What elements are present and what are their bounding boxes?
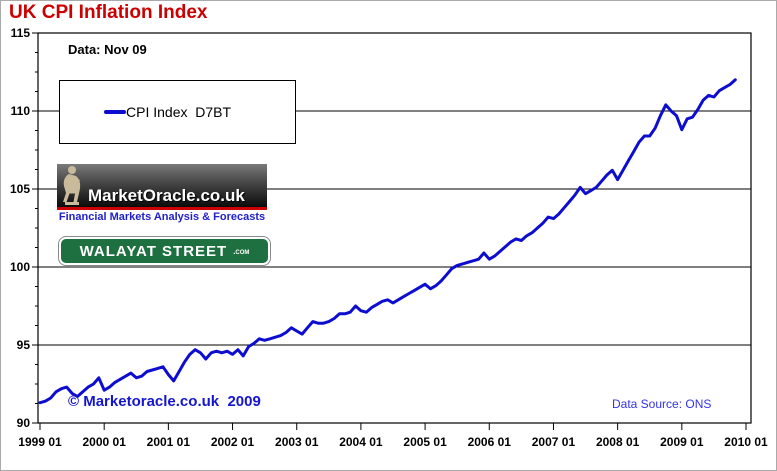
x-tick-label: 2009 01 [660, 435, 704, 449]
data-source-label: Data Source: ONS [612, 397, 712, 411]
marketoracle-logo: MarketOracle.co.uk Financial Markets Ana… [57, 164, 267, 225]
data-asof-label: Data: Nov 09 [68, 42, 147, 57]
walayat-street-sign: WALAYAT STREET .com [58, 236, 271, 266]
walayat-street-text: WALAYAT STREET [79, 242, 228, 260]
x-tick-label: 2007 01 [532, 435, 576, 449]
cpi-series-line [38, 78, 737, 405]
walayat-street-com-suffix: .com [233, 246, 250, 256]
x-tick-label: 2010 01 [724, 435, 768, 449]
marketoracle-wordmark: MarketOracle.co.uk [88, 186, 245, 205]
x-tick-label: 2000 01 [82, 435, 126, 449]
x-tick-label: 1999 01 [18, 435, 62, 449]
x-tick-label: 2005 01 [403, 435, 447, 449]
x-tick-label: 2003 01 [275, 435, 319, 449]
x-tick-label: 2002 01 [211, 435, 255, 449]
marketoracle-tagline: Financial Markets Analysis & Forecasts [58, 211, 266, 223]
x-tick-label: 2008 01 [596, 435, 640, 449]
x-tick-label: 2001 01 [147, 435, 191, 449]
marketoracle-statue-icon [59, 165, 89, 207]
x-tick-label: 2006 01 [468, 435, 512, 449]
marketoracle-banner: MarketOracle.co.uk [57, 164, 267, 207]
legend-series-label: CPI Index D7BT [126, 104, 232, 120]
page-title: UK CPI Inflation Index [9, 2, 208, 23]
y-tick-label: 115 [11, 26, 31, 40]
legend: CPI Index D7BT [59, 80, 296, 144]
copyright-watermark: © Marketoracle.co.uk 2009 [68, 393, 261, 410]
x-tick-label: 2004 01 [339, 435, 383, 449]
marketoracle-red-stripe [57, 207, 267, 210]
y-tick-label: 100 [10, 260, 30, 274]
y-tick-label: 90 [17, 416, 31, 430]
y-tick-label: 105 [10, 182, 30, 196]
y-tick-label: 110 [11, 104, 31, 118]
legend-series-line-icon [104, 110, 126, 114]
y-tick-label: 95 [17, 338, 31, 352]
